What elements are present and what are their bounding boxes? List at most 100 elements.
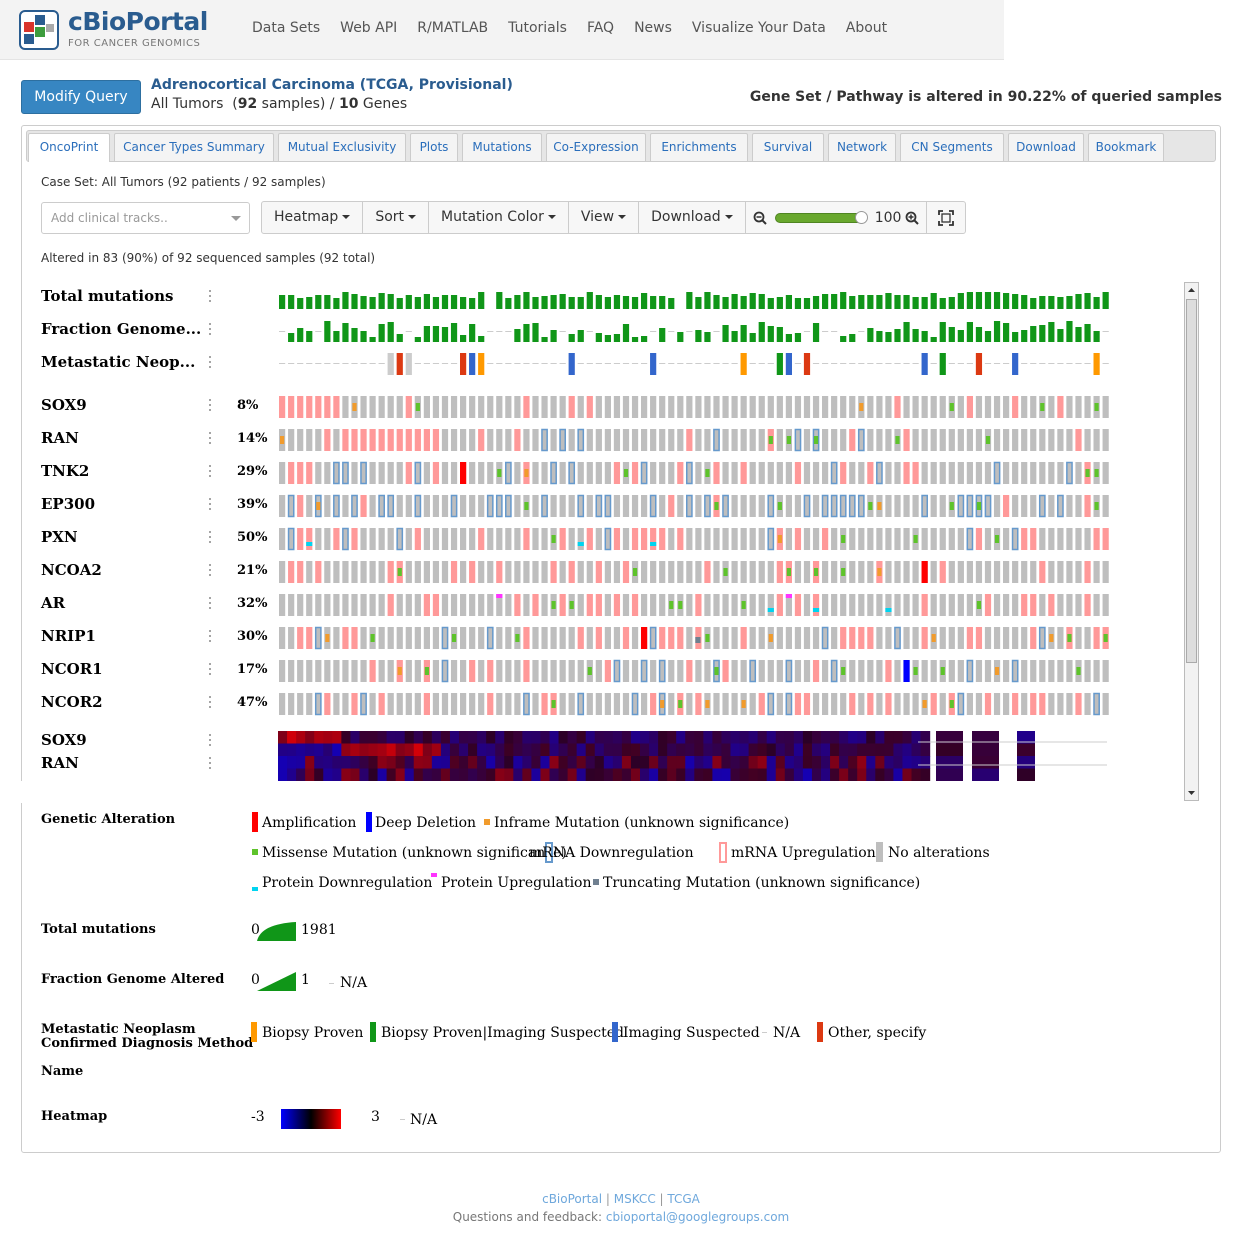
mrna-up-cell — [1084, 561, 1091, 583]
no-alteration-cell — [704, 396, 711, 418]
gene-altered-percent: 14% — [237, 431, 268, 446]
track-menu-icon[interactable] — [209, 696, 213, 709]
tab-bookmark[interactable]: Bookmark — [1088, 133, 1164, 161]
track-menu-icon[interactable] — [209, 531, 213, 544]
nav-web-api[interactable]: Web API — [340, 20, 398, 36]
nav-news[interactable]: News — [634, 20, 672, 36]
add-clinical-tracks-select[interactable]: Add clinical tracks.. — [41, 202, 250, 234]
no-alteration-cell — [740, 561, 747, 583]
zoom-slider[interactable] — [774, 210, 868, 224]
mrna-up-cell — [849, 693, 856, 715]
cbioportal-logo-icon[interactable] — [19, 10, 59, 50]
footer-link-mskcc[interactable]: MSKCC — [613, 1192, 656, 1206]
total-mutations-bar — [704, 292, 711, 309]
mrna-up-cell — [1057, 396, 1064, 418]
nav-r-matlab[interactable]: R/MATLAB — [417, 20, 489, 36]
modify-query-button[interactable]: Modify Query — [21, 80, 141, 114]
no-alteration-cell — [695, 396, 702, 418]
mrna-up-cell — [885, 660, 892, 682]
tab-mutual-exclusivity[interactable]: Mutual Exclusivity — [278, 133, 406, 161]
tab-plots[interactable]: Plots — [410, 133, 458, 161]
logo-title[interactable]: cBioPortal — [68, 7, 208, 36]
missense-mark — [1094, 469, 1099, 477]
no-alteration-cell — [993, 693, 1001, 715]
tab-download[interactable]: Download — [1008, 133, 1084, 161]
heatmap-cell — [531, 768, 542, 782]
zoom-value[interactable]: 100 — [874, 209, 902, 226]
track-menu-icon[interactable] — [209, 630, 213, 643]
track-menu-icon[interactable] — [209, 663, 213, 676]
track-menu-icon[interactable] — [209, 323, 213, 336]
footer-link-cbioportal[interactable]: cBioPortal — [542, 1192, 603, 1206]
total-mutations-bar — [659, 296, 666, 309]
no-alteration-cell — [803, 396, 811, 418]
tab-co-expression[interactable]: Co-Expression — [546, 133, 646, 161]
feedback-email-link[interactable]: cbioportal@googlegroups.com — [605, 1210, 790, 1224]
no-alteration-cell — [333, 693, 340, 715]
no-alteration-cell — [668, 561, 675, 583]
mrna-down-cell — [550, 461, 557, 485]
missense-mark — [913, 667, 918, 675]
track-menu-icon[interactable] — [209, 734, 213, 747]
no-alteration-cell — [532, 660, 539, 682]
mrna-down-cell — [1066, 461, 1073, 485]
mrna-up-cell — [586, 594, 593, 616]
no-alteration-cell — [432, 660, 440, 682]
tab-enrichments[interactable]: Enrichments — [650, 133, 748, 161]
heatmap-cell — [585, 768, 596, 782]
no-alteration-cell — [333, 660, 340, 682]
zoom-in-icon[interactable] — [905, 211, 919, 225]
nav-faq[interactable]: FAQ — [586, 20, 615, 36]
heatmap-cell — [658, 768, 668, 782]
total-mutations-bar — [1030, 298, 1037, 309]
track-menu-icon[interactable] — [209, 356, 213, 369]
metastatic-na-mark — [903, 363, 910, 364]
fit-to-screen-button[interactable] — [927, 202, 965, 233]
study-name-link[interactable]: Adrenocortical Carcinoma (TCGA, Provisio… — [151, 77, 513, 93]
mrna-up-cell — [523, 627, 530, 649]
nav-tutorials[interactable]: Tutorials — [508, 20, 567, 36]
scroll-up-icon[interactable] — [1186, 284, 1197, 296]
nav-data-sets[interactable]: Data Sets — [252, 20, 321, 36]
heatmap-cell — [612, 743, 623, 757]
track-menu-icon[interactable] — [209, 399, 213, 412]
track-menu-icon[interactable] — [209, 757, 213, 770]
tab-oncoprint[interactable]: OncoPrint — [28, 133, 110, 162]
tab-mutations[interactable]: Mutations — [462, 133, 542, 161]
track-menu-icon[interactable] — [209, 465, 213, 478]
oncoprint-scrollbar[interactable] — [1184, 282, 1199, 801]
no-alteration-cell — [405, 495, 412, 517]
total-mutations-bar — [469, 298, 476, 309]
no-alteration-cell — [731, 429, 738, 451]
heatmap-cell — [902, 731, 913, 744]
metastatic-na-mark — [622, 363, 630, 364]
no-alteration-cell — [622, 528, 630, 550]
track-menu-icon[interactable] — [209, 564, 213, 577]
track-menu-icon[interactable] — [209, 432, 213, 445]
mrna-up-cell — [1021, 594, 1028, 616]
heatmap-cell — [712, 768, 723, 782]
zoom-slider-handle[interactable] — [854, 210, 868, 224]
nav-about[interactable]: About — [845, 20, 888, 36]
track-menu-icon[interactable] — [209, 597, 213, 610]
nav-visualize[interactable]: Visualize Your Data — [691, 20, 826, 36]
tab-cancer-types-summary[interactable]: Cancer Types Summary — [114, 133, 274, 161]
track-menu-icon[interactable] — [209, 290, 213, 303]
tab-survival[interactable]: Survival — [752, 133, 824, 161]
tab-network[interactable]: Network — [828, 133, 896, 161]
no-alteration-cell — [812, 396, 820, 418]
footer-link-tcga[interactable]: TCGA — [667, 1192, 700, 1206]
heatmap-cell — [386, 731, 397, 744]
download-button[interactable]: Download — [639, 202, 746, 233]
no-alteration-cell — [324, 495, 331, 517]
tab-cn-segments[interactable]: CN Segments — [900, 133, 1004, 161]
track-menu-icon[interactable] — [209, 498, 213, 511]
zoom-out-icon[interactable] — [753, 211, 767, 225]
mrna-down-cell — [785, 692, 793, 716]
scrollbar-thumb[interactable] — [1186, 299, 1197, 663]
no-alteration-cell — [604, 594, 611, 616]
mrna-up-cell — [450, 561, 458, 583]
no-alteration-cell — [622, 594, 630, 616]
scroll-down-icon[interactable] — [1186, 787, 1197, 799]
